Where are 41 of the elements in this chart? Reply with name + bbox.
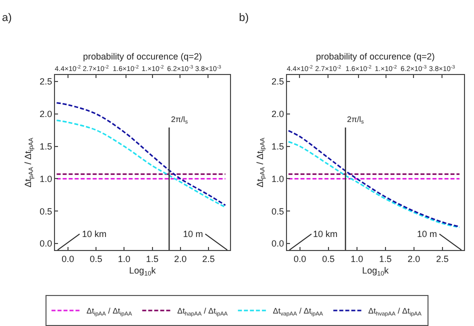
y-tick-label: 0.0 — [271, 238, 284, 249]
x-axis-title: Log$_{10}$k — [129, 266, 156, 278]
legend-label: Δt$_{ipAA}$ / Δt$_{ipAA}$ — [86, 306, 132, 318]
x-axis-title: Log$_{10}$k — [362, 266, 390, 278]
y-tick-label: 1.5 — [271, 141, 284, 152]
annotation: 10 m — [183, 229, 204, 239]
x-tick-label: 2.5 — [436, 254, 449, 264]
annotation: 10 m — [417, 229, 438, 239]
y-tick-label: 0.5 — [271, 206, 284, 216]
y-tick-label: 0.5 — [40, 206, 52, 216]
y-tick-label: 2.5 — [40, 76, 52, 87]
x-tick-label: 0.5 — [322, 254, 335, 264]
ref-line-label: 2π/l$_{s}$ — [347, 115, 364, 126]
x-tick-label: 0.5 — [90, 254, 102, 264]
y-tick-label: 1.0 — [271, 174, 284, 184]
x2-axis-title: probability of occurence (q=2) — [83, 52, 202, 62]
y-tick-label: 2.5 — [271, 76, 284, 87]
line-series — [56, 102, 226, 206]
x2-axis-title: probability of occurence (q=2) — [316, 52, 435, 62]
x-tick-label: 1.5 — [146, 254, 159, 264]
x-tick-label: 2.0 — [408, 254, 420, 264]
y-tick-label: 1.0 — [40, 174, 52, 184]
annotation: 10 km — [313, 229, 338, 239]
ref-line-label: 2π/l$_{s}$ — [171, 115, 188, 126]
chart-title: a) — [2, 12, 12, 24]
legend-label: Δt$_{vapAA}$ / Δt$_{ipAA}$ — [272, 306, 324, 318]
x-tick-label: 0.0 — [62, 254, 74, 264]
y-tick-label: 1.5 — [40, 141, 52, 152]
x-tick-label: 1.0 — [350, 254, 364, 264]
legend-label: Δt$_{hvapAA}$ / Δt$_{ipAA}$ — [368, 306, 422, 318]
legend-label: Δt$_{hapAA}$ / Δt$_{ipAA}$ — [177, 306, 228, 318]
x-tick-label: 2.5 — [202, 254, 215, 264]
y-tick-label: 2.0 — [40, 109, 52, 120]
x-tick-label: 1.0 — [118, 254, 130, 264]
x-tick-label: 2.0 — [174, 254, 187, 264]
annotation: 10 km — [82, 229, 107, 239]
chart-title: b) — [239, 12, 249, 24]
y-tick-label: 2.0 — [271, 109, 284, 120]
y-tick-label: 0.0 — [40, 238, 52, 249]
x-tick-label: 0.0 — [294, 254, 306, 264]
x-tick-label: 1.5 — [379, 254, 392, 264]
